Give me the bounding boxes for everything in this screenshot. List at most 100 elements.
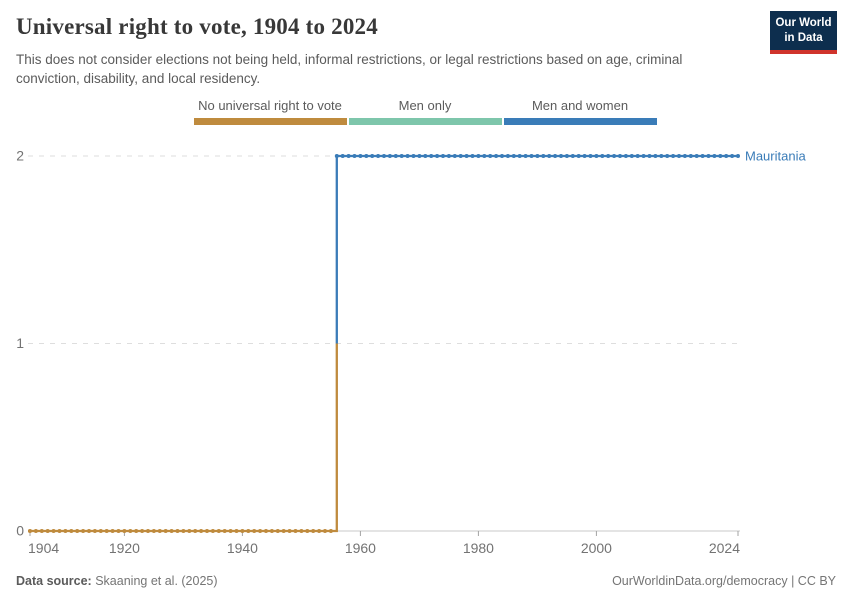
year-marker: [287, 529, 292, 533]
year-marker: [75, 529, 80, 533]
year-marker: [511, 154, 516, 158]
year-marker: [458, 154, 463, 158]
year-marker: [134, 529, 139, 533]
year-marker: [594, 154, 599, 158]
legend-item-men-only[interactable]: Men only: [348, 98, 502, 125]
year-marker: [700, 154, 705, 158]
x-axis-tick-label: 1904: [28, 540, 59, 556]
year-marker: [328, 529, 333, 533]
year-marker: [116, 529, 121, 533]
year-marker: [222, 529, 227, 533]
year-marker: [423, 154, 428, 158]
legend-color-bar: [348, 118, 502, 125]
year-marker: [553, 154, 558, 158]
legend-item-no-universal-right[interactable]: No universal right to vote: [193, 98, 347, 125]
year-marker: [494, 154, 499, 158]
series-segment-no-universal-right[interactable]: [28, 343, 338, 533]
owid-logo[interactable]: Our World in Data: [770, 11, 837, 54]
year-marker: [358, 154, 363, 158]
year-marker: [724, 154, 729, 158]
year-marker: [323, 529, 327, 533]
year-marker: [629, 154, 634, 158]
year-marker: [128, 529, 133, 533]
y-axis-tick-label: 2: [16, 148, 24, 164]
year-marker: [210, 529, 215, 533]
year-marker: [193, 529, 198, 533]
chart-subtitle: This does not consider elections not bei…: [16, 52, 683, 87]
year-marker: [305, 529, 310, 533]
year-marker: [411, 154, 416, 158]
year-marker: [175, 529, 180, 533]
legend-item-men-and-women[interactable]: Men and women: [503, 98, 657, 125]
year-marker: [730, 154, 735, 158]
legend-label: Men and women: [531, 98, 629, 113]
year-marker: [216, 529, 221, 533]
year-marker: [228, 529, 233, 533]
origin-url-link[interactable]: OurWorldinData.org/democracy | CC BY: [612, 574, 836, 588]
year-marker: [98, 529, 103, 533]
year-marker: [51, 529, 56, 533]
year-marker: [169, 529, 174, 533]
year-marker: [482, 154, 487, 158]
year-marker: [234, 529, 239, 533]
year-marker: [470, 154, 475, 158]
data-source: Data source: Skaaning et al. (2025): [16, 574, 218, 588]
year-marker: [529, 154, 534, 158]
year-marker: [452, 154, 457, 158]
year-marker: [151, 529, 156, 533]
year-marker: [500, 154, 504, 158]
year-marker: [547, 154, 552, 158]
year-marker: [435, 154, 440, 158]
year-marker: [517, 154, 522, 158]
year-marker: [712, 154, 717, 158]
legend-color-bar: [503, 118, 657, 125]
year-marker: [647, 154, 652, 158]
year-marker: [541, 154, 546, 158]
year-marker: [33, 529, 38, 533]
year-marker: [718, 154, 723, 158]
year-marker: [582, 154, 587, 158]
year-marker: [346, 154, 351, 158]
year-marker: [671, 154, 676, 158]
year-marker: [464, 154, 469, 158]
year-marker: [157, 529, 162, 533]
year-marker: [653, 154, 658, 158]
year-marker: [246, 529, 251, 533]
year-marker: [736, 154, 740, 158]
y-axis-tick-label: 0: [16, 523, 24, 539]
year-marker: [623, 154, 628, 158]
year-marker: [281, 529, 286, 533]
entity-label[interactable]: Mauritania: [745, 149, 806, 164]
year-marker: [688, 154, 693, 158]
year-marker: [570, 154, 575, 158]
year-marker: [382, 154, 386, 158]
year-marker: [576, 154, 581, 158]
chart-title: Universal right to vote, 1904 to 2024: [16, 14, 378, 39]
series-segment-men-and-women[interactable]: [335, 154, 738, 344]
year-marker: [352, 154, 357, 158]
year-marker: [588, 154, 593, 158]
year-marker: [429, 154, 434, 158]
year-marker: [505, 154, 510, 158]
year-marker: [28, 529, 32, 533]
owid-logo-line2: in Data: [784, 31, 823, 44]
year-marker: [364, 154, 369, 158]
year-marker: [340, 154, 345, 158]
year-marker: [694, 154, 699, 158]
year-marker: [69, 529, 74, 533]
categorical-legend: No universal right to vote Men only Men …: [0, 98, 850, 125]
year-marker: [240, 529, 245, 533]
year-marker: [600, 154, 605, 158]
x-axis-tick-label: 1920: [109, 540, 140, 556]
year-marker: [446, 154, 451, 158]
year-marker: [122, 529, 127, 533]
year-marker: [87, 529, 91, 533]
year-marker: [393, 154, 398, 158]
year-marker: [441, 154, 445, 158]
year-marker: [665, 154, 670, 158]
year-marker: [659, 154, 664, 158]
year-marker: [104, 529, 109, 533]
year-marker: [258, 529, 263, 533]
year-marker: [299, 529, 304, 533]
